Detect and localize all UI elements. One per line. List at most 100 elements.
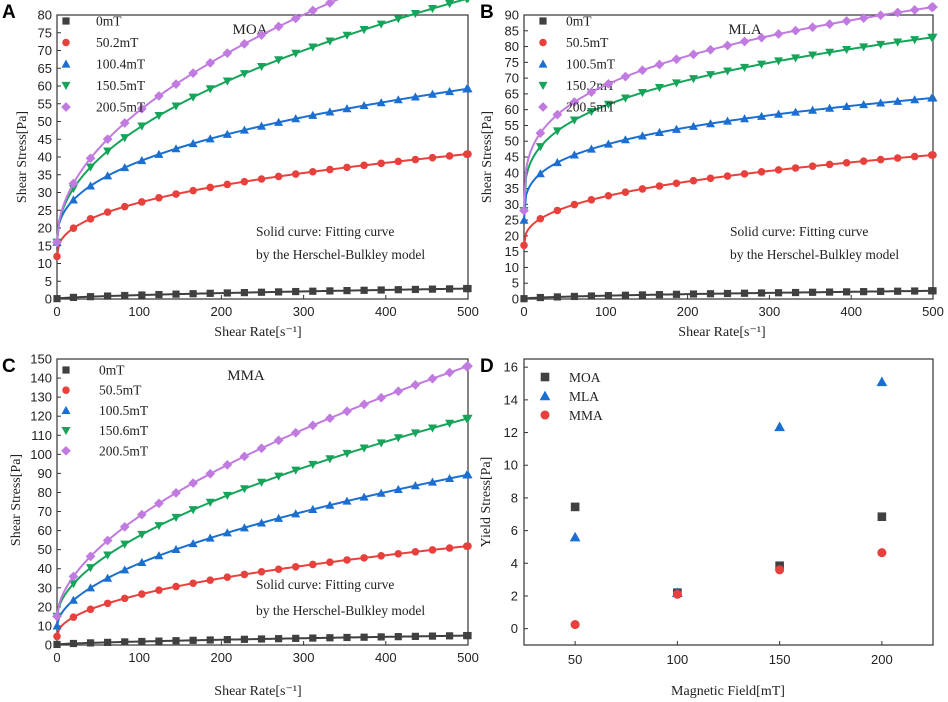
panel-a-point-50.2mT <box>155 194 163 202</box>
panel-c-point-0mT <box>223 636 231 644</box>
panel-c-point-150.6mT <box>445 419 455 428</box>
panel-d-y-tick-label: 4 <box>511 556 518 571</box>
panel-b-point-100.5mT <box>757 111 767 120</box>
panel-b-point-50.5mT <box>604 191 613 200</box>
panel-c-point-100.5mT <box>86 583 96 592</box>
panel-c-point-50.5mT <box>428 546 437 554</box>
panel-c-point-0mT <box>464 631 472 640</box>
panel-c-point-100.5mT <box>137 557 147 567</box>
panel-a-point-200.5mT <box>239 39 250 49</box>
panel-b-point-0mT <box>604 292 613 300</box>
panel-b-point-100.5mT <box>740 114 750 123</box>
panel-c-point-0mT <box>240 635 249 643</box>
panel-b-point-0mT <box>791 288 800 297</box>
panel-b-series-50.5mT <box>520 151 937 250</box>
panel-a-point-0mT <box>189 290 197 298</box>
panel-a-series-200.5mT <box>52 0 348 248</box>
panel-b-point-100.5mT <box>842 101 852 110</box>
panel-c-point-50.5mT <box>464 542 472 550</box>
panel-c-point-50.5mT <box>445 544 454 552</box>
panel-c-point-100.5mT <box>427 477 437 486</box>
panel-c-point-200.5mT <box>463 361 473 371</box>
panel-a-legend-marker-100.4mT <box>61 59 71 68</box>
panel-d-point-MOA <box>570 502 580 512</box>
panel-b-point-150.2mT <box>569 116 579 125</box>
panel-a-point-50.2mT <box>120 202 129 211</box>
panel-c-point-200.5mT <box>342 406 352 417</box>
panel-c-point-100.5mT <box>359 492 369 501</box>
panel-a-point-0mT <box>411 285 419 294</box>
panel-a-point-50.2mT <box>428 153 437 162</box>
panel-c-series-0mT <box>53 631 472 649</box>
panel-a-point-150.5mT <box>239 70 249 79</box>
panel-b-point-100.5mT <box>519 215 529 224</box>
panel-b-point-50.5mT <box>536 214 545 223</box>
panel-a-point-0mT <box>121 291 129 300</box>
panel-a-point-150.5mT <box>359 26 369 35</box>
panel-c-plot-frame <box>56 358 469 646</box>
panel-a-y-tick-label: 15 <box>38 238 52 253</box>
panel-c-x-tick-label: 0 <box>53 650 60 665</box>
panel-b-y-tick-label: 45 <box>505 150 519 165</box>
panel-b-point-200.5mT <box>756 32 767 43</box>
panel-b-point-200.5mT <box>552 109 563 120</box>
panel-c-point-100.5mT <box>445 473 455 483</box>
panel-c-point-50.5mT <box>360 554 368 562</box>
panel-a-point-100.4mT <box>291 114 301 123</box>
panel-a-point-150.5mT <box>154 112 164 121</box>
panel-b-point-100.5mT <box>910 95 920 104</box>
panel-c-point-0mT <box>343 633 351 642</box>
panel-c-point-50.5mT <box>86 605 95 614</box>
panel-b-point-100.5mT <box>637 131 647 140</box>
panel-d-y-tick-label: 14 <box>504 392 518 407</box>
panel-b-point-150.2mT <box>620 94 630 103</box>
panel-b-point-200.5mT <box>722 40 733 51</box>
panel-a-point-50.2mT <box>86 215 95 223</box>
panel-c-point-200.5mT <box>52 611 62 622</box>
panel-c-point-0mT <box>172 637 180 645</box>
panel-c-point-150.6mT <box>393 434 403 443</box>
panel-b-legend-marker-200.5mT <box>538 102 548 112</box>
panel-a-point-0mT <box>53 295 61 303</box>
panel-c-point-100.5mT <box>239 523 249 532</box>
panel-b-point-150.2mT <box>876 40 886 50</box>
panel-b-point-50.5mT <box>520 241 528 250</box>
panel-c-point-50.5mT <box>69 613 78 621</box>
panel-b-point-200.5mT <box>875 10 886 21</box>
panel-c-point-100.5mT <box>376 488 386 497</box>
panel-c-point-50.5mT <box>309 560 317 569</box>
panel-b-point-200.5mT <box>928 2 938 12</box>
panel-c-point-150.6mT <box>359 444 369 453</box>
panel-c-point-200.5mT <box>325 413 335 424</box>
panel-b-point-200.5mT <box>892 7 903 18</box>
panel-c-point-50.5mT <box>291 563 300 571</box>
panel-c-point-50.5mT <box>53 632 61 641</box>
panel-c-legend-marker-100.5mT <box>61 405 71 414</box>
panel-b-point-200.5mT <box>790 25 801 36</box>
panel-a-point-100.4mT <box>68 195 78 204</box>
panel-a-legend-marker-150.5mT <box>61 81 71 90</box>
panel-a-point-0mT <box>206 289 214 297</box>
panel-c-label: C <box>2 356 16 377</box>
panel-b-point-200.5mT <box>688 49 699 60</box>
panel-a-point-200.5mT <box>68 178 79 189</box>
panel-c-point-150.6mT <box>410 429 420 438</box>
panel-b-point-200.5mT <box>705 44 716 55</box>
panel-a-point-200.5mT <box>171 79 181 90</box>
panel-a-point-100.4mT <box>103 171 113 180</box>
panel-c-legend-label-0mT: 0mT <box>99 363 125 378</box>
panel-a-point-150.5mT <box>308 43 318 52</box>
panel-b-point-200.5mT <box>858 13 869 23</box>
panel-c-point-50.5mT <box>343 556 351 564</box>
panel-b-x-tick-label: 100 <box>595 304 617 319</box>
panel-a-point-200.5mT <box>188 68 198 79</box>
panel-c-point-50.5mT <box>377 552 385 560</box>
panel-b-legend-marker-150.2mT <box>538 81 548 90</box>
panel-a-point-200.5mT <box>290 13 301 24</box>
panel-a-point-50.2mT <box>309 167 317 176</box>
panel-c-point-50.5mT <box>189 579 197 588</box>
panel-b-point-0mT <box>536 293 544 302</box>
panel-a-series-50.2mT <box>53 150 472 261</box>
panel-b-point-50.5mT <box>825 160 834 169</box>
panel-c-point-50.5mT <box>206 576 215 584</box>
